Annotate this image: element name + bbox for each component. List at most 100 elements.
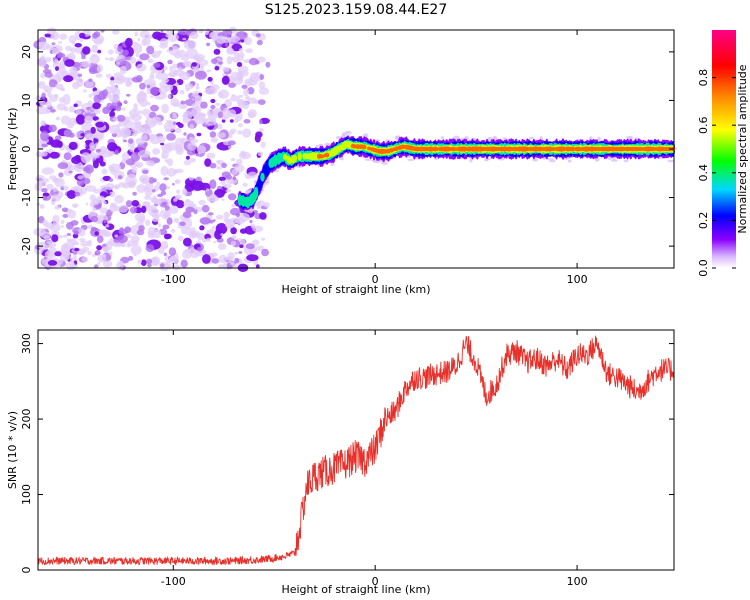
noise-blob	[88, 67, 96, 73]
noise-blob	[145, 160, 155, 166]
noise-blob	[73, 254, 77, 258]
noise-blob	[249, 76, 254, 82]
noise-blob	[49, 151, 60, 159]
noise-blob	[237, 52, 245, 58]
ridge-cell	[570, 146, 575, 152]
noise-blob	[265, 61, 271, 68]
noise-blob	[92, 160, 99, 169]
noise-blob	[196, 247, 203, 252]
noise-blob	[177, 49, 186, 57]
noise-blob	[148, 111, 157, 119]
noise-blob	[183, 132, 187, 136]
noise-blob	[114, 194, 124, 204]
ridge-cell	[253, 186, 259, 199]
noise-blob	[218, 243, 227, 251]
noise-blob	[206, 188, 210, 192]
ridge-halo	[610, 159, 618, 162]
noise-blob	[90, 215, 99, 223]
noise-blob	[150, 95, 154, 98]
noise-blob	[223, 183, 232, 189]
noise-blob	[84, 115, 93, 124]
noise-blob	[109, 151, 115, 156]
noise-blob	[36, 106, 49, 115]
noise-blob	[169, 205, 179, 214]
noise-blob	[128, 255, 134, 261]
noise-blob	[98, 90, 106, 100]
noise-blob	[175, 121, 182, 126]
noise-blob	[260, 141, 266, 148]
noise-blob	[75, 109, 82, 115]
noise-blob	[112, 29, 120, 35]
noise-blob	[214, 229, 223, 240]
noise-blob	[102, 260, 113, 268]
noise-blob	[161, 103, 169, 114]
noise-blob	[157, 135, 166, 144]
noise-blob	[218, 61, 223, 65]
noise-blob	[103, 219, 107, 224]
noise-blob	[49, 175, 57, 181]
noise-blob	[172, 182, 175, 186]
noise-blob	[58, 172, 64, 178]
noise-blob	[139, 53, 150, 61]
noise-blob	[164, 233, 172, 239]
noise-blob	[188, 177, 194, 181]
ridge-cell	[362, 144, 367, 150]
spectrogram-y-ticks: -20 -10 0 10 20	[20, 45, 674, 255]
noise-blob	[259, 74, 265, 80]
noise-blob	[216, 160, 221, 164]
noise-blob	[211, 252, 218, 258]
ridge-halo	[493, 135, 497, 139]
noise-blob	[202, 254, 211, 264]
noise-blob	[44, 33, 51, 38]
noise-blob	[118, 120, 127, 127]
noise-blob	[74, 43, 82, 48]
ridge-halo	[324, 142, 331, 147]
noise-blob	[56, 103, 66, 111]
noise-blob	[259, 128, 264, 133]
noise-blob	[135, 161, 144, 168]
noise-blob	[139, 98, 148, 107]
noise-blob	[184, 83, 194, 90]
noise-blob	[245, 95, 251, 101]
ridge-halo	[549, 159, 556, 163]
noise-blob	[141, 38, 147, 46]
noise-blob	[214, 188, 225, 198]
noise-blob	[117, 234, 128, 244]
noise-blob	[132, 191, 137, 196]
noise-blob	[162, 214, 168, 220]
noise-blob	[242, 182, 248, 187]
noise-blob	[41, 143, 49, 148]
noise-blob	[175, 146, 184, 155]
noise-blob	[129, 206, 137, 214]
noise-blob	[96, 195, 106, 204]
noise-blob	[136, 184, 147, 193]
noise-blob	[221, 119, 226, 123]
noise-blob	[69, 66, 78, 76]
noise-blob	[210, 104, 216, 110]
noise-blob	[116, 261, 124, 271]
noise-blob	[168, 247, 177, 256]
noise-blob	[63, 128, 72, 138]
noise-blob	[132, 240, 139, 246]
noise-blob	[147, 233, 155, 239]
noise-blob	[245, 48, 254, 53]
noise-blob	[68, 105, 76, 113]
noise-blob	[232, 176, 237, 181]
noise-blob	[41, 188, 48, 193]
noise-blob	[238, 94, 244, 98]
noise-blob	[39, 204, 45, 209]
noise-blob	[54, 94, 59, 99]
noise-blob	[172, 63, 178, 69]
noise-blob	[243, 32, 248, 36]
noise-blob	[145, 120, 150, 124]
noise-blob	[185, 206, 195, 213]
noise-blob	[173, 121, 177, 125]
snr-y-tick-label: 0	[20, 567, 33, 574]
noise-blob	[240, 150, 246, 157]
snr-x-tick-label: 100	[567, 575, 588, 588]
noise-blob	[95, 73, 103, 78]
noise-blob	[152, 62, 161, 68]
noise-blob	[196, 145, 207, 154]
ridge-cell	[297, 152, 302, 161]
